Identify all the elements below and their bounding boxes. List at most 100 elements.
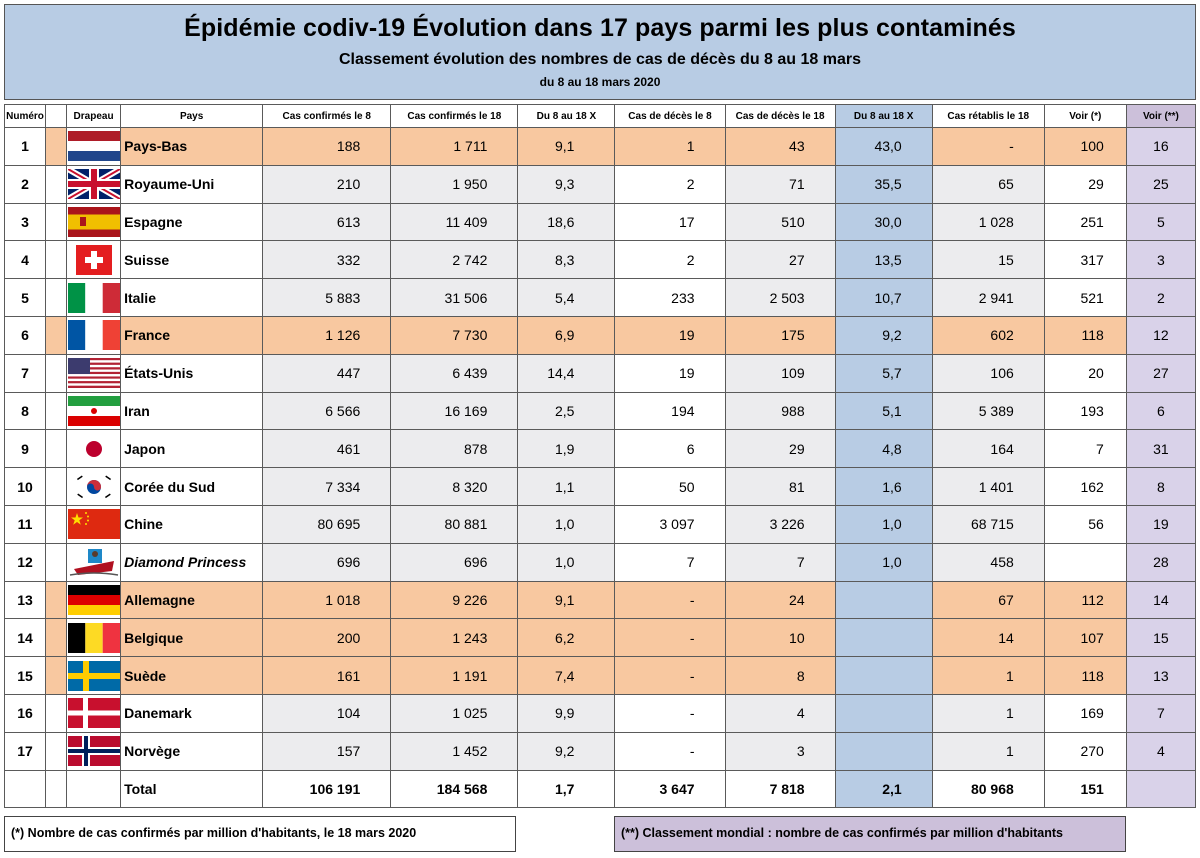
cell-retablis-18: 67 (931, 580, 1045, 620)
cell-deces-8: 1 (614, 127, 726, 166)
footnote-per-million: (*) Nombre de cas confirmés par million … (4, 816, 516, 852)
cell-spacer (45, 618, 68, 658)
cell-numero: 1 (3, 127, 47, 166)
cell-confirmes-8: 210 (262, 164, 392, 204)
cell-ratio-deces: 5,7 (834, 353, 933, 393)
table-row: 14 Belgique 200 1 243 6,2 - 10 14 107 15 (3, 618, 1197, 658)
cell-confirmes-8: 157 (262, 731, 392, 771)
cell-ratio-deces: 43,0 (834, 127, 933, 166)
south-korea-flag (66, 467, 122, 506)
cell-spacer (45, 202, 68, 242)
cell-ratio-deces: 1,0 (834, 542, 933, 582)
table-row: 10 Corée du Sud 7 334 8 320 1,1 50 81 1,… (3, 467, 1197, 506)
cell-deces-8: 2 (614, 240, 726, 280)
cell-confirmes-8: 447 (262, 353, 392, 393)
cell-numero: 15 (3, 656, 47, 695)
cell-ratio-confirmes: 2,5 (517, 391, 616, 431)
cell-deces-8: 233 (614, 278, 726, 317)
cell-retablis-18: 106 (931, 353, 1045, 393)
table-row: 7 États-Unis 447 6 439 14,4 19 109 5,7 1… (3, 353, 1197, 393)
page-title: Épidémie codiv-19 Évolution dans 17 pays… (184, 14, 1016, 42)
cell-pays: France (120, 315, 264, 355)
cell-voir-1: 112 (1043, 580, 1127, 620)
cell-deces-18: 29 (724, 429, 836, 469)
table-row: 12 Diamond Princess 696 696 1,0 7 7 1,0 … (3, 542, 1197, 582)
total-ratio-confirmes: 1,7 (517, 769, 616, 809)
total-deces-8: 3 647 (614, 769, 726, 809)
cell-voir-1: 107 (1043, 618, 1127, 658)
cell-pays: Espagne (120, 202, 264, 242)
cell-confirmes-18: 1 452 (390, 731, 519, 771)
cell-pays: Italie (120, 278, 264, 317)
cell-deces-8: 17 (614, 202, 726, 242)
cell-voir-2: 28 (1125, 542, 1197, 582)
page-date: du 8 au 18 mars 2020 (539, 75, 661, 89)
cell-ratio-confirmes: 9,1 (517, 580, 616, 620)
cell-numero: 5 (3, 278, 47, 317)
cell-deces-18: 988 (724, 391, 836, 431)
cell-confirmes-8: 7 334 (262, 467, 392, 506)
cell-deces-8: - (614, 580, 726, 620)
total-voir-2 (1125, 769, 1197, 809)
cell-confirmes-8: 6 566 (262, 391, 392, 431)
cell-confirmes-8: 332 (262, 240, 392, 280)
cell-deces-18: 24 (724, 580, 836, 620)
cell-confirmes-8: 104 (262, 693, 392, 733)
cell-pays: Royaume-Uni (120, 164, 264, 204)
total-confirmes-8: 106 191 (262, 769, 392, 809)
cell-pays: États-Unis (120, 353, 264, 393)
cell-voir-1: 251 (1043, 202, 1127, 242)
spain-flag (66, 202, 122, 242)
cell-voir-1: 56 (1043, 504, 1127, 544)
cell-voir-1 (1043, 542, 1127, 582)
cell-ratio-confirmes: 6,2 (517, 618, 616, 658)
col-header-retablis-18: Cas rétablis le 18 (931, 104, 1045, 128)
cell-retablis-18: 65 (931, 164, 1045, 204)
cell-voir-1: 193 (1043, 391, 1127, 431)
cell-deces-18: 27 (724, 240, 836, 280)
table-row: 15 Suède 161 1 191 7,4 - 8 1 118 13 (3, 656, 1197, 695)
cell-confirmes-8: 696 (262, 542, 392, 582)
cell-ratio-deces (834, 656, 933, 695)
total-row: Total 106 191 184 568 1,7 3 647 7 818 2,… (3, 769, 1197, 809)
cell-confirmes-18: 1 950 (390, 164, 519, 204)
cell-deces-8: 7 (614, 542, 726, 582)
cell-voir-2: 19 (1125, 504, 1197, 544)
cell-ratio-deces: 1,0 (834, 504, 933, 544)
cell-spacer (45, 353, 68, 393)
cell-ratio-deces: 35,5 (834, 164, 933, 204)
cell-deces-8: - (614, 656, 726, 695)
cell-pays: Chine (120, 504, 264, 544)
denmark-flag (66, 693, 122, 733)
cell-numero: 3 (3, 202, 47, 242)
cell-numero: 4 (3, 240, 47, 280)
cell-deces-8: - (614, 618, 726, 658)
cell-confirmes-18: 2 742 (390, 240, 519, 280)
col-header-ratio-deces: Du 8 au 18 X (834, 104, 933, 128)
cell-confirmes-18: 1 711 (390, 127, 519, 166)
cell-voir-1: 100 (1043, 127, 1127, 166)
cell-deces-18: 175 (724, 315, 836, 355)
italy-flag (66, 278, 122, 317)
cell-ratio-deces: 13,5 (834, 240, 933, 280)
table-row: 1 Pays-Bas 188 1 711 9,1 1 43 43,0 - 100… (3, 127, 1197, 166)
data-table: Numéro Drapeau Pays Cas confirmés le 8 C… (3, 104, 1197, 809)
cell-voir-1: 7 (1043, 429, 1127, 469)
col-header-confirmes-8: Cas confirmés le 8 (262, 104, 392, 128)
total-voir-1: 151 (1043, 769, 1127, 809)
cell-numero: 14 (3, 618, 47, 658)
cell-retablis-18: 458 (931, 542, 1045, 582)
cell-deces-18: 71 (724, 164, 836, 204)
iran-flag (66, 391, 122, 431)
total-confirmes-18: 184 568 (390, 769, 519, 809)
table-row: 5 Italie 5 883 31 506 5,4 233 2 503 10,7… (3, 278, 1197, 317)
table-header-row: Numéro Drapeau Pays Cas confirmés le 8 C… (3, 104, 1197, 128)
cell-ratio-confirmes: 9,3 (517, 164, 616, 204)
cell-deces-18: 7 (724, 542, 836, 582)
table-row: 11 Chine 80 695 80 881 1,0 3 097 3 226 1… (3, 504, 1197, 544)
cell-spacer (45, 429, 68, 469)
cell-ratio-deces (834, 618, 933, 658)
netherlands-flag (66, 127, 122, 166)
cell-voir-2: 6 (1125, 391, 1197, 431)
cell-deces-18: 2 503 (724, 278, 836, 317)
